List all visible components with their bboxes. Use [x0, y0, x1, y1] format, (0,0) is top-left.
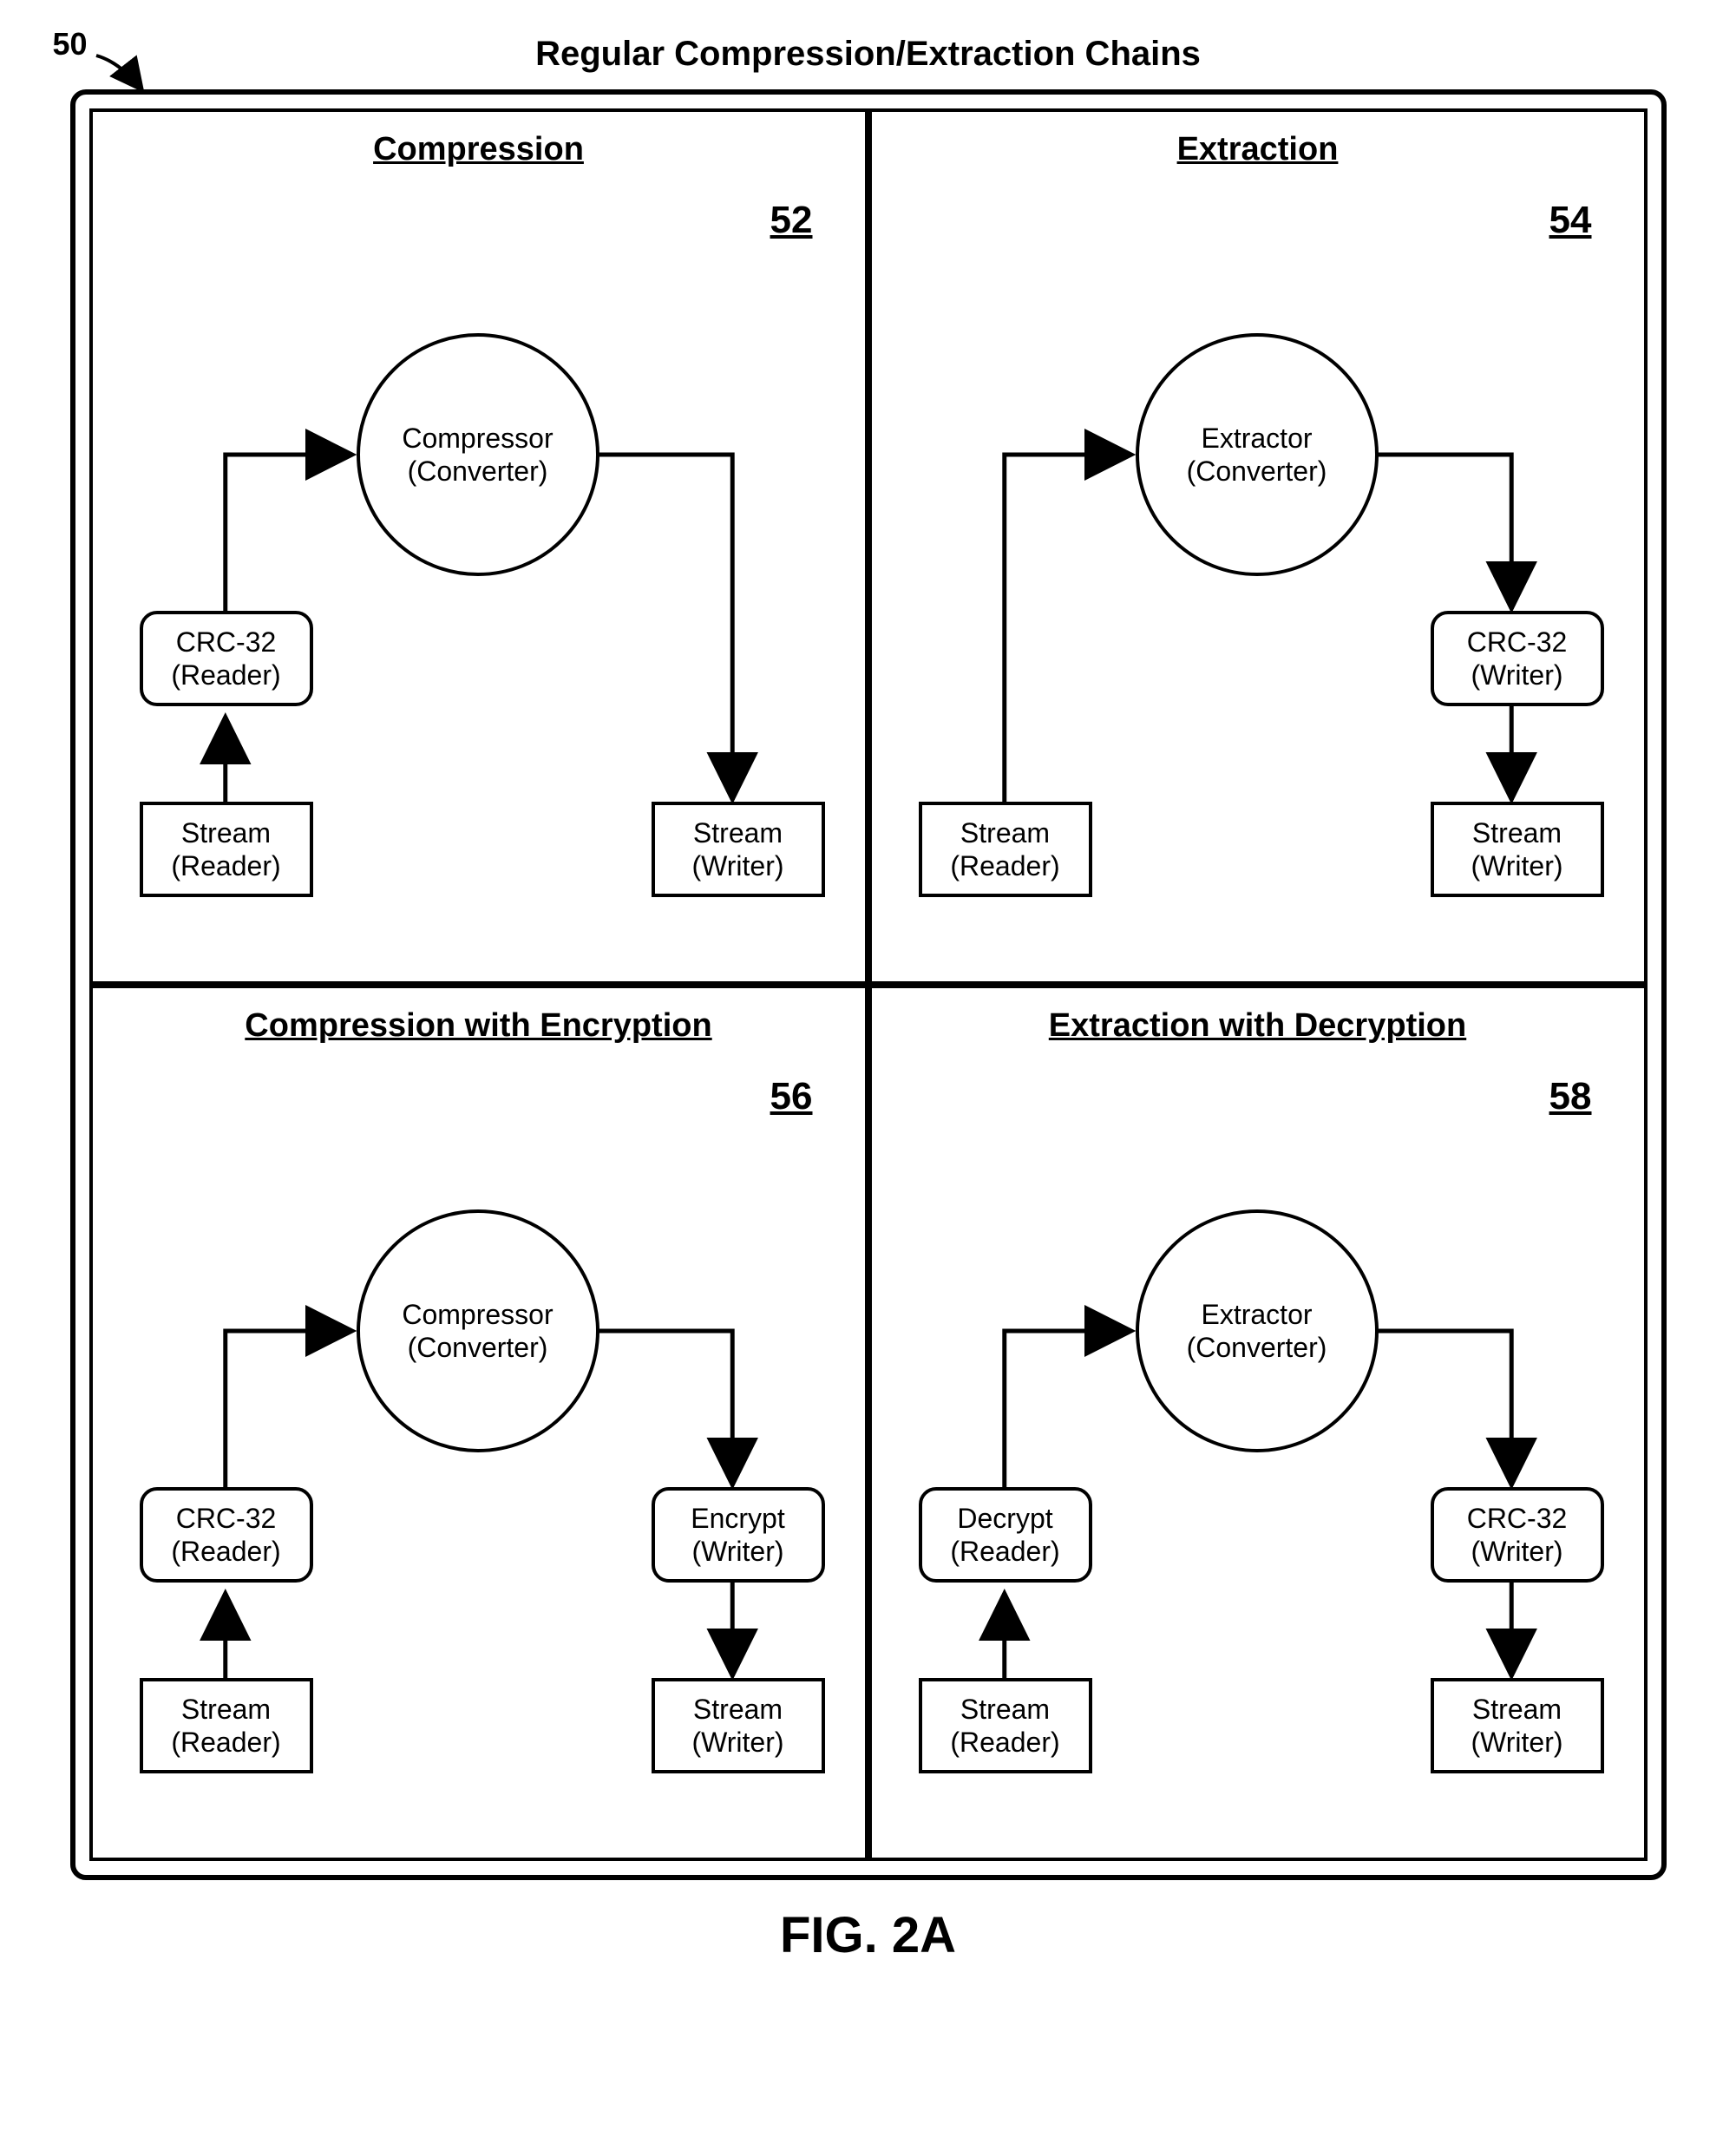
stream-reader-node: Stream (Reader)	[919, 802, 1092, 897]
panel-title: Compression with Encryption	[114, 1007, 844, 1045]
crc-writer-node: CRC-32 (Writer)	[1431, 1487, 1604, 1583]
node-line2: (Converter)	[1187, 1331, 1327, 1364]
node-line2: (Writer)	[1471, 1726, 1562, 1759]
converter-node: Extractor (Converter)	[1136, 333, 1379, 576]
node-line1: Compressor	[402, 1298, 553, 1331]
converter-node: Compressor (Converter)	[357, 333, 599, 576]
node-line2: (Reader)	[171, 1726, 280, 1759]
node-line2: (Reader)	[171, 659, 280, 691]
node-line1: Stream	[1472, 1693, 1562, 1726]
node-line1: Stream	[1472, 816, 1562, 849]
node-line2: (Reader)	[950, 849, 1059, 882]
outer-frame: Compression 52	[70, 89, 1667, 1880]
reference-arrow	[95, 54, 155, 106]
diagram: Stream (Reader) CRC-32 (Reader) Compress…	[114, 177, 844, 923]
node-line2: (Reader)	[950, 1535, 1059, 1568]
panel-grid: Compression 52	[89, 108, 1648, 1861]
node-line2: (Writer)	[691, 1726, 783, 1759]
decrypt-node: Decrypt (Reader)	[919, 1487, 1092, 1583]
node-line2: (Reader)	[950, 1726, 1059, 1759]
node-line1: Extractor	[1201, 422, 1312, 455]
node-line2: (Reader)	[171, 849, 280, 882]
node-line2: (Writer)	[1471, 659, 1562, 691]
node-line1: Stream	[960, 1693, 1050, 1726]
stream-writer-node: Stream (Writer)	[1431, 1678, 1604, 1773]
stream-writer-node: Stream (Writer)	[652, 802, 825, 897]
node-line1: Encrypt	[691, 1502, 784, 1535]
node-line1: Stream	[181, 1693, 271, 1726]
node-line1: Stream	[181, 816, 271, 849]
main-title: Regular Compression/Extraction Chains	[36, 35, 1701, 74]
panel-title: Extraction with Decryption	[893, 1007, 1623, 1045]
crc-reader-node: CRC-32 (Reader)	[140, 1487, 313, 1583]
panel-extraction: Extraction 54	[868, 108, 1648, 985]
node-line2: (Converter)	[408, 1331, 548, 1364]
diagram: Stream (Reader) Decrypt (Reader) Extract…	[893, 1053, 1623, 1799]
encrypt-node: Encrypt (Writer)	[652, 1487, 825, 1583]
node-line1: Compressor	[402, 422, 553, 455]
panel-compression: Compression 52	[89, 108, 868, 985]
crc-writer-node: CRC-32 (Writer)	[1431, 611, 1604, 706]
diagram: Stream (Reader) CRC-32 (Reader) Compress…	[114, 1053, 844, 1799]
node-line1: Stream	[960, 816, 1050, 849]
stream-reader-node: Stream (Reader)	[919, 1678, 1092, 1773]
node-line2: (Converter)	[408, 455, 548, 488]
node-line1: Decrypt	[957, 1502, 1052, 1535]
node-line2: (Writer)	[691, 1535, 783, 1568]
panel-title: Compression	[114, 131, 844, 168]
figure-caption: FIG. 2A	[36, 1906, 1701, 1964]
node-line2: (Writer)	[1471, 1535, 1562, 1568]
node-line2: (Writer)	[691, 849, 783, 882]
node-line1: CRC-32	[176, 626, 277, 659]
node-line2: (Writer)	[1471, 849, 1562, 882]
reference-number: 50	[53, 26, 88, 62]
node-line1: Extractor	[1201, 1298, 1312, 1331]
node-line1: Stream	[693, 816, 783, 849]
stream-reader-node: Stream (Reader)	[140, 1678, 313, 1773]
crc-reader-node: CRC-32 (Reader)	[140, 611, 313, 706]
panel-extraction-decryption: Extraction with Decryption 58	[868, 985, 1648, 1861]
page-root: 50 Regular Compression/Extraction Chains…	[36, 35, 1701, 1964]
stream-writer-node: Stream (Writer)	[1431, 802, 1604, 897]
converter-node: Compressor (Converter)	[357, 1209, 599, 1452]
stream-writer-node: Stream (Writer)	[652, 1678, 825, 1773]
panel-title: Extraction	[893, 131, 1623, 168]
panel-compression-encryption: Compression with Encryption 56	[89, 985, 868, 1861]
node-line2: (Converter)	[1187, 455, 1327, 488]
node-line1: CRC-32	[1467, 1502, 1568, 1535]
diagram: Stream (Reader) Extractor (Converter) CR…	[893, 177, 1623, 923]
node-line1: CRC-32	[176, 1502, 277, 1535]
node-line1: CRC-32	[1467, 626, 1568, 659]
stream-reader-node: Stream (Reader)	[140, 802, 313, 897]
node-line1: Stream	[693, 1693, 783, 1726]
node-line2: (Reader)	[171, 1535, 280, 1568]
converter-node: Extractor (Converter)	[1136, 1209, 1379, 1452]
